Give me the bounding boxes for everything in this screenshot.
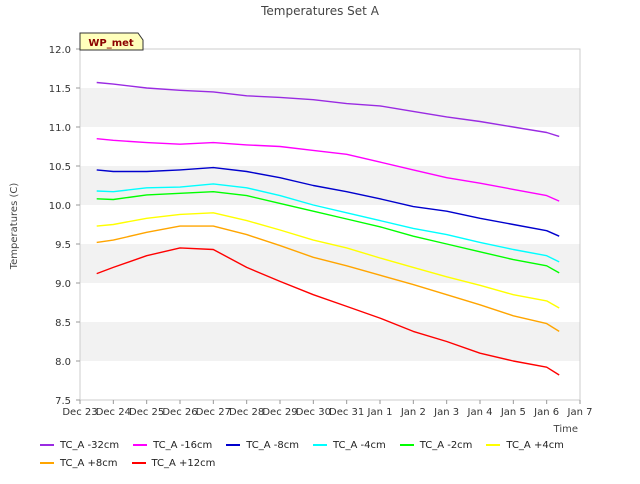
grid-band [80, 166, 580, 205]
series-line [96, 166, 560, 237]
series-line [96, 247, 560, 376]
legend-swatch [40, 462, 54, 464]
y-tick-label: 10.0 [49, 201, 71, 212]
x-tick-label: Jan 2 [400, 407, 426, 418]
legend-label: TC_A +8cm [60, 457, 118, 469]
series-line [96, 183, 560, 263]
y-tick-label: 10.5 [49, 162, 71, 173]
y-tick-label: 12.0 [49, 45, 71, 56]
legend-item: TC_A -32cm [40, 440, 119, 451]
grid-band [80, 322, 580, 361]
plot-bands [80, 88, 580, 361]
legend-item: TC_A -2cm [399, 439, 473, 451]
legend-swatch [486, 444, 501, 446]
x-tick-label: Dec 23 [62, 407, 97, 418]
x-tick-label: Dec 27 [196, 407, 231, 418]
series-lines [96, 81, 560, 376]
series-line [96, 225, 560, 332]
y-tick-label: 8.0 [55, 357, 71, 368]
y-axis-label: Temperatures (C) [9, 183, 20, 271]
x-tick-label: Dec 26 [162, 407, 197, 418]
x-tick-label: Dec 31 [329, 407, 364, 418]
x-tick-label: Jan 6 [533, 407, 559, 418]
y-tick-label: 11.0 [49, 123, 71, 134]
legend: TC_A -32cm TC_A -16cm TC_A -8cm TC_A -4cm TC… [40, 436, 630, 472]
y-tick-label: 11.5 [49, 84, 71, 95]
x-tick-label: Dec 28 [229, 407, 264, 418]
legend-swatch [312, 444, 327, 446]
legend-label: TC_A -2cm [419, 439, 473, 451]
y-tick-label: 8.5 [55, 318, 71, 329]
series-line [96, 81, 560, 138]
x-tick-label: Dec 30 [296, 407, 331, 418]
legend-item: TC_A +4cm [486, 440, 564, 451]
chart-title: Temperatures Set A [260, 4, 380, 18]
legend-row: TC_A +8cm TC_A +12cm [40, 454, 630, 472]
y-ticks: 7.5 8.0 8.5 9.0 9.5 10.0 10.5 11.0 11.5 12.0 [49, 45, 80, 407]
legend-swatch [399, 444, 414, 446]
legend-label: TC_A -8cm [246, 439, 299, 451]
x-tick-label: Dec 24 [96, 407, 131, 418]
series-line [96, 138, 560, 202]
x-tick-label: Jan 4 [467, 407, 493, 418]
legend-label: TC_A +12cm [151, 457, 216, 469]
grid-band [80, 88, 580, 127]
annotation-label: WP_met [88, 38, 134, 49]
legend-item: TC_A -16cm [133, 440, 212, 451]
legend-swatch [40, 444, 54, 446]
legend-item: TC_A +12cm [131, 457, 216, 469]
legend-swatch [133, 444, 148, 446]
y-tick-label: 7.5 [55, 396, 71, 407]
legend-label: TC_A -4cm [332, 439, 386, 451]
legend-item: TC_A -8cm [226, 440, 299, 451]
y-tick-label: 9.0 [55, 279, 71, 290]
x-tick-label: Dec 25 [129, 407, 164, 418]
x-tick-label: Jan 3 [433, 407, 459, 418]
plot-frame [79, 48, 581, 401]
series-line [96, 212, 560, 309]
annotation-box: WP_met [79, 32, 144, 51]
x-tick-label: Jan 1 [367, 407, 393, 418]
x-tick-label: Jan 5 [500, 407, 526, 418]
legend-label: TC_A -16cm [153, 439, 213, 451]
grid-band [80, 244, 580, 283]
series-line [96, 190, 560, 274]
legend-swatch [226, 444, 241, 446]
x-tick-label: Jan 7 [567, 407, 593, 418]
legend-item: TC_A +8cm [40, 458, 118, 469]
legend-label: TC_A -32cm [60, 439, 120, 451]
y-tick-label: 9.5 [55, 240, 71, 251]
x-tick-label: Dec 29 [262, 407, 297, 418]
legend-item: TC_A -4cm [312, 439, 386, 451]
legend-swatch [131, 462, 146, 464]
legend-label: TC_A +4cm [506, 439, 564, 451]
x-axis-label: Time [553, 424, 578, 435]
legend-row: TC_A -32cm TC_A -16cm TC_A -8cm TC_A -4cm TC… [40, 436, 630, 454]
